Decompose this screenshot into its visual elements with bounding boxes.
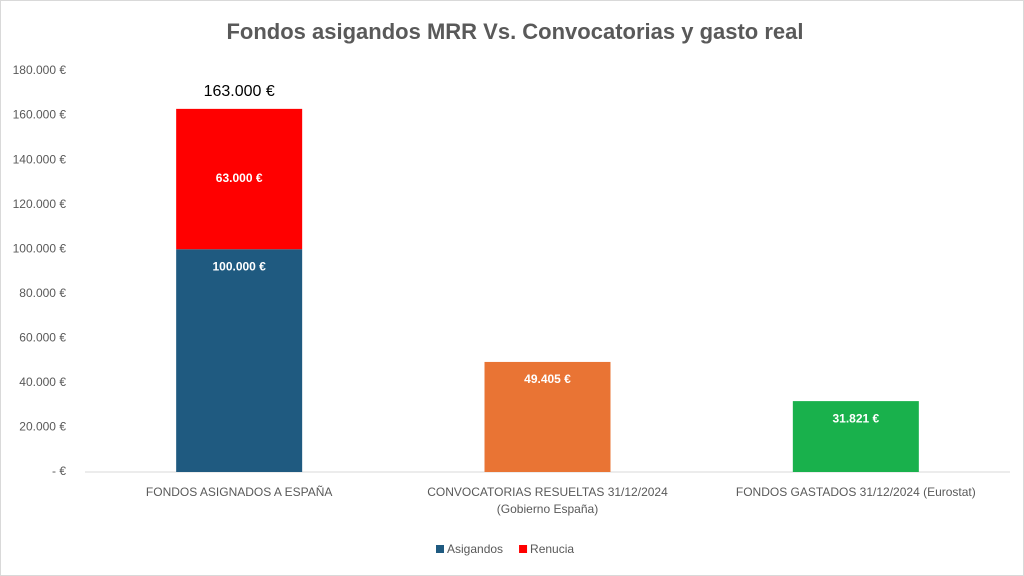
data-label: 49.405 € (524, 372, 571, 386)
legend-swatch (436, 545, 444, 553)
y-tick-label: 120.000 € (13, 197, 67, 211)
y-tick-label: 100.000 € (13, 241, 67, 255)
y-tick-label: 180.000 € (13, 63, 67, 77)
y-tick-label: 80.000 € (19, 286, 66, 300)
x-tick-label: CONVOCATORIAS RESUELTAS 31/12/2024 (Gobi… (427, 485, 668, 516)
x-tick-label: FONDOS ASIGNADOS A ESPAÑA (145, 485, 333, 499)
bar-segment (176, 249, 303, 472)
data-label: 31.821 € (832, 411, 879, 425)
data-label: 100.000 € (212, 259, 266, 273)
y-tick-label: 160.000 € (13, 108, 67, 122)
legend-label: Renucia (530, 542, 574, 556)
legend-label: Asigandos (447, 542, 503, 556)
y-tick-label: 60.000 € (19, 331, 66, 345)
bar-segment (484, 361, 611, 472)
y-tick-label: 20.000 € (19, 420, 66, 434)
data-label: 63.000 € (216, 171, 263, 185)
total-label: 163.000 € (204, 83, 275, 100)
bar-segment (176, 108, 303, 250)
chart-title: Fondos asigandos MRR Vs. Convocatorias y… (226, 19, 803, 44)
y-tick-label: - € (52, 464, 66, 478)
y-tick-label: 140.000 € (13, 152, 67, 166)
x-tick-label: FONDOS GASTADOS 31/12/2024 (Eurostat) (735, 485, 976, 499)
legend-swatch (519, 545, 528, 553)
bar-segment (792, 401, 919, 472)
y-tick-label: 40.000 € (19, 375, 66, 389)
